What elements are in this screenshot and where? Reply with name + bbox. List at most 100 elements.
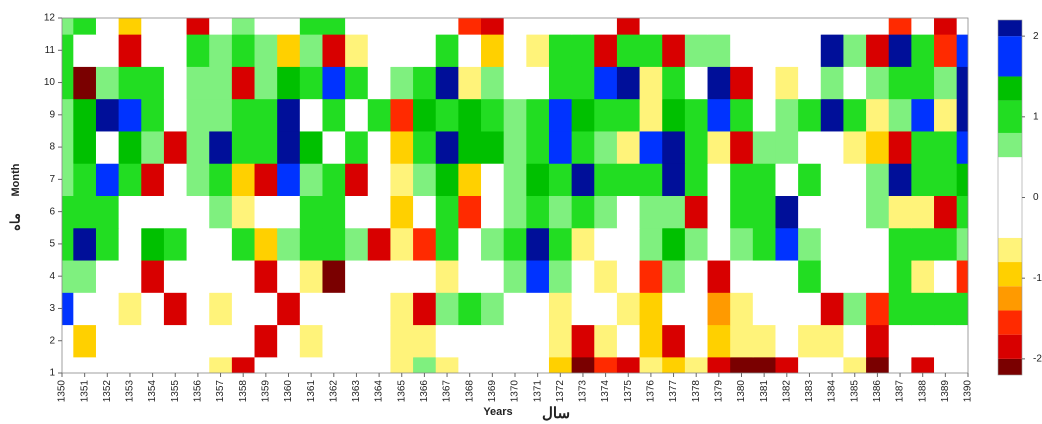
contour-cell xyxy=(62,227,74,261)
contour-cell xyxy=(911,356,935,373)
contour-cell xyxy=(367,324,391,358)
colorbar-segment xyxy=(998,286,1022,311)
contour-cell xyxy=(956,18,968,35)
contour-cell xyxy=(730,66,754,100)
contour-cell xyxy=(684,34,709,67)
contour-cell xyxy=(548,324,573,358)
colorbar-tick-label: 0 xyxy=(1033,192,1039,203)
contour-cell xyxy=(866,163,890,196)
contour-cell xyxy=(571,34,595,67)
contour-cell xyxy=(299,130,323,164)
contour-cell xyxy=(62,66,74,100)
contour-cell xyxy=(752,98,776,132)
contour-cell xyxy=(141,130,165,164)
contour-cell xyxy=(956,98,968,132)
contour-cell xyxy=(616,324,641,358)
contour-cell xyxy=(571,130,595,164)
y-tick-label: 11 xyxy=(45,45,56,56)
contour-cell xyxy=(322,66,346,100)
contour-cell xyxy=(141,98,165,132)
contour-cell xyxy=(820,163,844,196)
contour-cell xyxy=(345,98,369,132)
contour-cell xyxy=(662,34,686,67)
contour-cell xyxy=(639,130,663,164)
contour-cell xyxy=(820,292,844,326)
contour-cell xyxy=(503,292,527,326)
x-tick-label: 1389 xyxy=(940,380,951,403)
contour-cell xyxy=(707,260,731,293)
contour-cell xyxy=(231,130,256,164)
contour-cell xyxy=(684,195,709,229)
contour-cell xyxy=(956,66,968,100)
x-tick-label: 1368 xyxy=(464,380,475,403)
contour-cell xyxy=(481,292,505,326)
x-tick-label: 1384 xyxy=(827,380,838,403)
x-tick-label: 1371 xyxy=(532,380,543,403)
x-tick-label: 1359 xyxy=(260,380,271,403)
contour-cell xyxy=(639,66,663,100)
contour-cell xyxy=(435,227,459,261)
contour-cell xyxy=(639,356,663,373)
x-tick-label: 1358 xyxy=(238,380,249,403)
contour-cell xyxy=(435,130,459,164)
contour-cell xyxy=(707,18,731,35)
contour-cell xyxy=(141,195,165,229)
contour-cell xyxy=(730,195,754,229)
y-tick-label: 2 xyxy=(49,335,55,346)
contour-cell xyxy=(299,98,323,132)
contour-cell xyxy=(503,163,527,196)
contour-cell xyxy=(435,292,459,326)
contour-cell xyxy=(299,260,323,293)
contour-cell xyxy=(707,324,731,358)
contour-cell xyxy=(345,324,369,358)
contour-cell xyxy=(390,195,414,229)
contour-cell xyxy=(322,130,346,164)
contour-cell xyxy=(277,227,301,261)
contour-cell xyxy=(820,356,844,373)
contour-cell xyxy=(435,66,459,100)
contour-cell xyxy=(526,227,550,261)
contour-cell xyxy=(594,292,618,326)
y-axis-label-fa: ماه xyxy=(7,213,22,231)
colorbar-tick-label: 2 xyxy=(1033,31,1039,42)
contour-cell xyxy=(548,195,573,229)
contour-cell xyxy=(141,260,165,293)
y-tick-label: 8 xyxy=(49,142,55,153)
contour-cell xyxy=(866,260,890,293)
contour-cell xyxy=(911,292,935,326)
contour-cell xyxy=(367,98,391,132)
contour-cell xyxy=(707,34,731,67)
contour-cell xyxy=(118,324,142,358)
contour-cell xyxy=(730,130,754,164)
contour-cell xyxy=(390,260,414,293)
contour-cell xyxy=(843,195,867,229)
contour-cell xyxy=(798,195,822,229)
contour-cell xyxy=(571,260,595,293)
contour-cell xyxy=(277,195,301,229)
contour-cell xyxy=(367,163,391,196)
x-tick-label: 1378 xyxy=(691,380,702,403)
contour-cell xyxy=(163,163,188,196)
x-tick-label: 1363 xyxy=(351,380,362,403)
contour-cell xyxy=(254,130,278,164)
contour-cell xyxy=(73,163,97,196)
contour-cell xyxy=(775,292,799,326)
x-tick-label: 1365 xyxy=(396,380,407,403)
contour-cell xyxy=(594,260,618,293)
y-axis-label: Month xyxy=(10,163,22,196)
contour-cell xyxy=(277,66,301,100)
contour-cell xyxy=(209,356,233,373)
contour-cell xyxy=(458,356,482,373)
contour-cell xyxy=(503,66,527,100)
contour-cell xyxy=(141,227,165,261)
contour-cell xyxy=(888,195,912,229)
contour-cell xyxy=(345,260,369,293)
contour-cell xyxy=(435,98,459,132)
contour-cell xyxy=(752,34,776,67)
contour-cell xyxy=(752,260,776,293)
contour-cell xyxy=(503,260,527,293)
contour-cell xyxy=(526,292,550,326)
contour-cell xyxy=(118,98,142,132)
contour-cell xyxy=(413,227,437,261)
contour-cell xyxy=(163,324,188,358)
